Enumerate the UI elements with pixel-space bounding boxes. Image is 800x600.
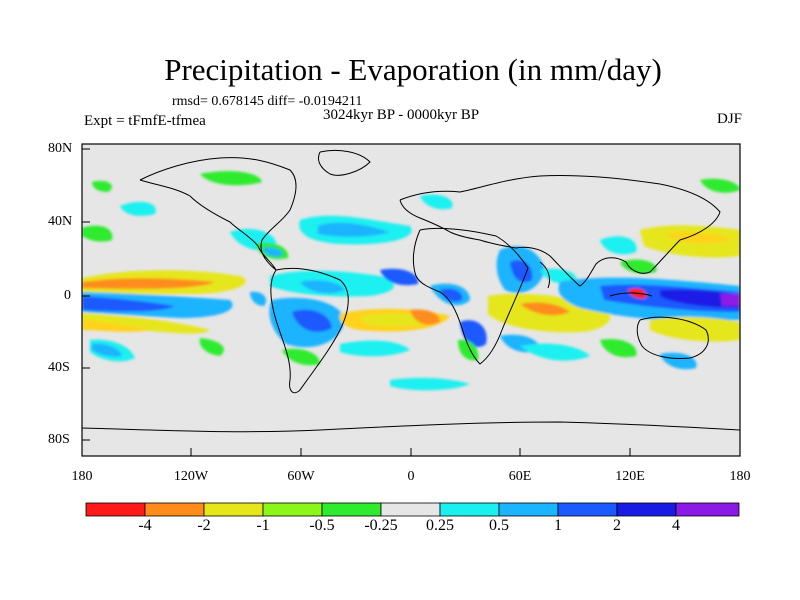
colorbar [85, 502, 740, 517]
colorbar-label: 4 [672, 517, 680, 534]
stats-label: rmsd= 0.678145 diff= -0.0194211 [172, 94, 363, 109]
colorbar-swatch-5 [321, 502, 382, 517]
colorbar-swatch-4 [262, 502, 323, 517]
colorbar-label: 1 [554, 517, 562, 534]
colorbar-label: -4 [138, 517, 152, 534]
x-tick-label: 60W [287, 469, 315, 484]
precip-field [82, 171, 740, 391]
y-tick-label: 80S [48, 432, 70, 447]
y-tick-label: 40S [48, 360, 70, 375]
colorbar-label: -2 [197, 517, 211, 534]
colorbar-swatch-2 [144, 502, 205, 517]
experiment-label: Expt = tFmfE-tfmea [84, 113, 206, 129]
colorbar-swatch-8 [498, 502, 559, 517]
y-tick-label: 0 [64, 288, 71, 303]
x-tick-label: 120W [173, 469, 209, 484]
colorbar-swatch-11 [675, 502, 740, 517]
coastlines [82, 149, 740, 433]
x-tick-label: 180 [729, 469, 751, 484]
colorbar-label: 2 [613, 517, 621, 534]
x-tick-label: 180 [71, 469, 93, 484]
colorbar-swatch-3 [203, 502, 264, 517]
x-tick-label: 0 [407, 469, 415, 484]
colorbar-label: 0.25 [426, 517, 454, 534]
colorbar-swatch-6 [380, 502, 441, 517]
y-tick-label: 40N [48, 214, 73, 229]
x-tick-label: 60E [508, 469, 532, 484]
axis-ticks [81, 148, 741, 456]
colorbar-swatch-1 [85, 502, 146, 517]
colorbar-swatch-7 [439, 502, 500, 517]
colorbar-label: -0.25 [364, 517, 398, 534]
colorbar-label: -1 [256, 517, 270, 534]
colorbar-swatch-10 [616, 502, 677, 517]
colorbar-label: -0.5 [309, 517, 335, 534]
colorbar-label: 0.5 [489, 517, 509, 534]
season-label: DJF [716, 111, 742, 127]
map-title: Precipitation - Evaporation (in mm/day) [164, 52, 662, 87]
y-tick-label: 80N [48, 141, 73, 156]
period-label: 3024kyr BP - 0000kyr BP [323, 107, 480, 123]
x-tick-label: 120E [615, 469, 645, 484]
colorbar-swatch-9 [557, 502, 618, 517]
